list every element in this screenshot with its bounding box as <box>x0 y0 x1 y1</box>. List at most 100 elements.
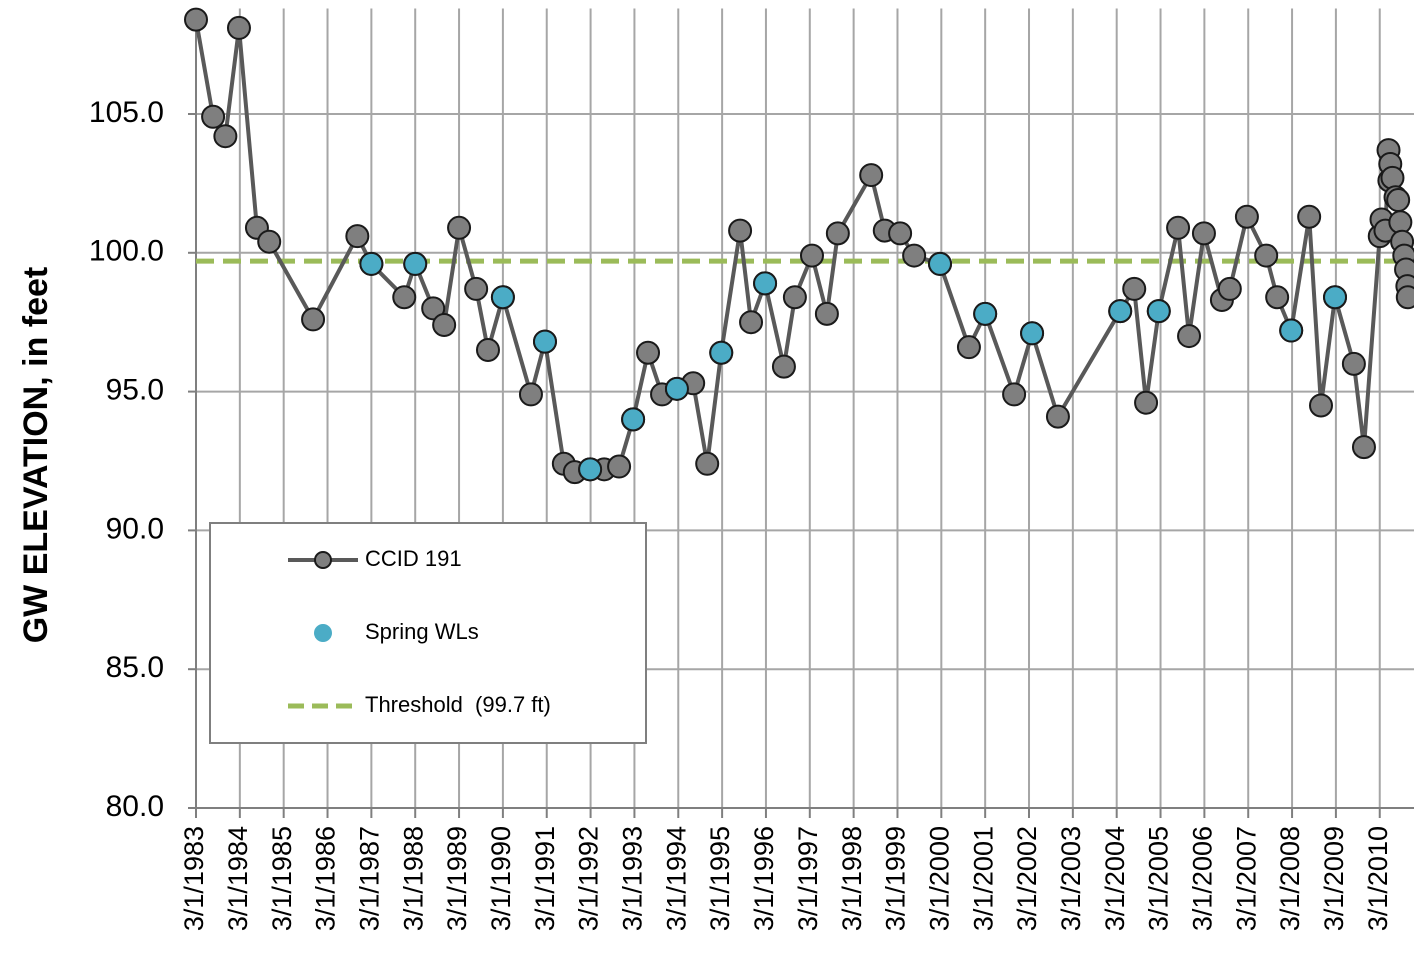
data-point <box>739 310 764 335</box>
data-point <box>1177 324 1202 349</box>
data-point <box>753 271 778 296</box>
legend-label: Threshold (99.7 ft) <box>365 692 551 717</box>
data-point <box>636 340 661 365</box>
data-point <box>825 221 850 246</box>
y-tick-label: 105.0 <box>89 96 164 129</box>
data-point <box>1297 204 1322 229</box>
data-point <box>518 382 543 407</box>
x-tick-label: 3/1/1998 <box>837 826 867 931</box>
data-point <box>1166 215 1191 240</box>
legend-box <box>209 522 647 744</box>
x-tick-label: 3/1/2009 <box>1319 826 1349 931</box>
x-tick-label: 3/1/2006 <box>1188 826 1218 931</box>
data-point <box>1265 285 1290 310</box>
data-point <box>1108 299 1133 324</box>
data-point <box>403 251 428 276</box>
data-point <box>928 251 953 276</box>
x-tick-label: 3/1/1989 <box>442 826 472 931</box>
x-tick-label: 3/1/2010 <box>1363 826 1393 931</box>
data-point <box>888 221 913 246</box>
data-point <box>814 301 839 326</box>
y-tick-label: 90.0 <box>106 512 164 545</box>
x-tick-label: 3/1/1993 <box>618 826 648 931</box>
data-point <box>532 329 557 354</box>
x-tick-label: 3/1/2002 <box>1012 826 1042 931</box>
y-tick-label: 80.0 <box>106 790 164 823</box>
data-point <box>578 457 603 482</box>
x-tick-label: 3/1/1994 <box>661 826 691 931</box>
data-point <box>621 407 646 432</box>
data-point <box>859 163 884 188</box>
data-point <box>1386 188 1411 213</box>
x-tick-label: 3/1/1991 <box>530 826 560 931</box>
x-tick-label: 3/1/1990 <box>486 826 516 931</box>
data-point <box>1146 299 1171 324</box>
data-point <box>1380 165 1405 190</box>
data-point <box>1020 321 1045 346</box>
data-point <box>1323 285 1348 310</box>
data-point <box>1308 393 1333 418</box>
x-tick-label: 3/1/2007 <box>1231 826 1261 931</box>
x-tick-label: 3/1/2005 <box>1144 826 1174 931</box>
data-point <box>1279 318 1304 343</box>
y-tick-label: 95.0 <box>106 374 164 407</box>
data-point <box>956 335 981 360</box>
data-point <box>902 243 927 268</box>
x-tick-label: 3/1/1985 <box>267 826 297 931</box>
data-point <box>1217 276 1242 301</box>
data-point <box>464 276 489 301</box>
data-point <box>1045 404 1070 429</box>
data-point <box>226 15 251 40</box>
data-point <box>664 376 689 401</box>
x-tick-label: 3/1/2000 <box>924 826 954 931</box>
data-point <box>201 104 226 129</box>
y-axis-title: GW ELEVATION, in feet <box>17 267 55 644</box>
series-line <box>194 19 1410 475</box>
data-point <box>184 7 208 32</box>
data-point <box>213 124 238 149</box>
data-point <box>1122 276 1147 301</box>
x-tick-label: 3/1/1997 <box>793 826 823 931</box>
data-point <box>345 224 370 249</box>
x-tick-label: 3/1/1984 <box>223 826 253 931</box>
data-point <box>1395 285 1414 310</box>
data-point <box>392 285 417 310</box>
data-point <box>607 454 632 479</box>
legend-marker <box>314 551 332 569</box>
x-tick-label: 3/1/1986 <box>311 826 341 931</box>
x-tick-label: 3/1/1995 <box>705 826 735 931</box>
x-tick-label: 3/1/1987 <box>354 826 384 931</box>
data-point <box>1002 382 1027 407</box>
x-tick-label: 3/1/2001 <box>968 826 998 931</box>
x-tick-label: 3/1/1988 <box>398 826 428 931</box>
legend-label: Spring WLs <box>365 619 479 644</box>
data-point <box>1254 243 1279 268</box>
data-point <box>359 251 384 276</box>
legend-label: CCID 191 <box>365 546 462 571</box>
data-point <box>1134 390 1159 415</box>
data-point <box>257 229 282 254</box>
data-point <box>709 340 734 365</box>
x-tick-label: 3/1/1996 <box>749 826 779 931</box>
data-point <box>973 301 998 326</box>
x-tick-label: 3/1/2003 <box>1056 826 1086 931</box>
data-point <box>490 285 515 310</box>
y-tick-label: 85.0 <box>106 651 164 684</box>
data-point <box>695 451 720 476</box>
data-point <box>475 337 500 362</box>
data-point <box>1191 221 1216 246</box>
x-tick-label: 3/1/1999 <box>881 826 911 931</box>
data-point <box>421 296 446 321</box>
data-point <box>432 312 457 337</box>
data-point <box>1234 204 1259 229</box>
data-point <box>771 354 796 379</box>
data-point <box>728 218 753 243</box>
legend-marker <box>314 624 332 642</box>
x-tick-label: 3/1/1992 <box>574 826 604 931</box>
data-point <box>799 243 824 268</box>
x-tick-label: 3/1/2008 <box>1275 826 1305 931</box>
data-point <box>1341 351 1366 376</box>
y-tick-label: 100.0 <box>89 235 164 268</box>
data-point <box>1351 435 1376 460</box>
